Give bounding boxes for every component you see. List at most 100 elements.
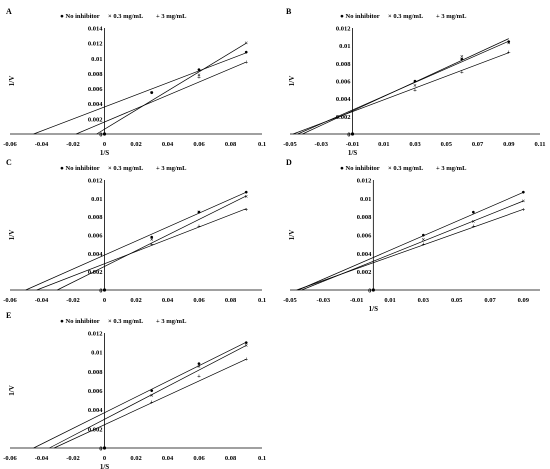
- y-tick-label: 0.008: [88, 214, 103, 221]
- data-point: +: [244, 356, 248, 363]
- data-point: ●: [460, 56, 464, 63]
- data-point: ×: [507, 40, 511, 47]
- panel-b: B ● No inhibitor × 0.3 mg/mL + 3 mg/mL -0.05…: [283, 7, 545, 157]
- legend-entry: + 3 mg/mL: [156, 165, 187, 172]
- legend-entry: + 3 mg/mL: [436, 165, 467, 172]
- data-point: ×: [244, 342, 248, 349]
- x-tick-label: 0.06: [193, 297, 205, 304]
- x-tick-label: 0: [103, 297, 106, 304]
- x-tick-label: -0.04: [35, 297, 49, 304]
- x-tick-label: -0.05: [283, 297, 297, 304]
- y-tick-label: 0.006: [336, 79, 351, 86]
- series-line: [96, 42, 247, 135]
- y-tick-label: 0.008: [88, 369, 103, 376]
- data-point: +: [197, 223, 201, 230]
- y-axis-label: 1/V: [8, 76, 16, 87]
- y-tick-label: 0: [99, 446, 102, 453]
- data-point: ●: [150, 89, 154, 96]
- origin-dot: [102, 288, 107, 292]
- data-point: ●: [150, 234, 154, 241]
- y-tick-label: 0: [347, 132, 350, 139]
- data-point: ×: [150, 392, 154, 399]
- y-tick-label: 0.006: [88, 86, 103, 93]
- data-point: ●: [197, 67, 201, 74]
- data-point: ×: [150, 89, 154, 96]
- data-point: ×: [244, 40, 248, 47]
- x-axis-label: 1/S: [348, 149, 357, 157]
- y-tick-label: 0.012: [357, 178, 372, 185]
- x-tick-label: 0.01: [384, 297, 395, 304]
- series-line: [302, 38, 509, 135]
- x-tick-label: 0: [103, 141, 106, 148]
- data-point: +: [197, 373, 201, 380]
- y-tick-label: 0.014: [88, 26, 103, 33]
- y-tick-label: 0.008: [88, 71, 103, 78]
- legend-entry: × 0.3 mg/mL: [388, 165, 424, 172]
- data-point: +: [244, 206, 248, 213]
- y-tick-label: 0.006: [88, 388, 103, 395]
- x-tick-label: 0.08: [225, 141, 237, 148]
- series-line: [76, 61, 247, 135]
- x-axis-label: 1/S: [100, 149, 109, 157]
- data-point: ●: [507, 38, 511, 45]
- series-line: [293, 52, 509, 135]
- legend-entry: + 3 mg/mL: [156, 318, 187, 325]
- series-line: [33, 52, 247, 135]
- y-tick-label: 0.012: [336, 26, 351, 33]
- x-tick-label: -0.03: [317, 297, 331, 304]
- data-point: +: [460, 69, 464, 76]
- panel-c: C ● No inhibitor × 0.3 mg/mL + 3 mg/mL -0.06…: [3, 158, 266, 304]
- data-point: +: [150, 399, 154, 406]
- legend-entry: + 3 mg/mL: [436, 13, 467, 20]
- panel-letter: C: [6, 158, 12, 167]
- origin-dot: [350, 132, 355, 136]
- legend-entry: × 0.3 mg/mL: [108, 13, 144, 20]
- data-point: +: [197, 74, 201, 81]
- y-tick-label: 0.002: [336, 114, 351, 121]
- x-tick-label: 0.06: [193, 141, 205, 148]
- data-point: ●: [521, 189, 525, 196]
- data-point: ×: [197, 72, 201, 79]
- legend-entry: ● No inhibitor: [340, 165, 380, 172]
- y-tick-label: 0.006: [357, 233, 372, 240]
- x-tick-label: 0.07: [472, 141, 484, 148]
- y-tick-label: 0.012: [88, 178, 103, 185]
- panel-letter: E: [6, 311, 11, 320]
- y-tick-label: 0.002: [88, 116, 103, 123]
- data-point: ●: [421, 232, 425, 239]
- series-line: [36, 208, 247, 291]
- origin-dot: [371, 288, 375, 292]
- data-point: ×: [413, 82, 417, 89]
- x-tick-label: 0.09: [518, 297, 530, 304]
- data-point: ●: [244, 340, 248, 347]
- legend-entry: + 3 mg/mL: [156, 13, 187, 20]
- series-line: [25, 191, 247, 291]
- x-tick-label: 0.07: [484, 297, 496, 304]
- data-point: +: [421, 241, 425, 248]
- x-tick-label: 0.1: [258, 297, 266, 304]
- x-tick-label: 0.06: [193, 455, 205, 462]
- x-tick-label: 0.08: [225, 455, 237, 462]
- x-tick-label: 0.03: [409, 141, 421, 148]
- panel-letter: D: [286, 158, 292, 167]
- data-point: ●: [244, 49, 248, 56]
- y-tick-label: 0.006: [88, 233, 103, 240]
- origin-dot: [102, 132, 107, 136]
- y-tick-label: 0: [368, 288, 371, 295]
- y-tick-label: 0.004: [88, 407, 103, 414]
- y-tick-label: 0.012: [88, 331, 103, 338]
- x-tick-label: 0.02: [130, 141, 141, 148]
- data-point: ×: [521, 198, 525, 205]
- data-point: ×: [421, 237, 425, 244]
- data-point: +: [244, 59, 248, 66]
- panel-a: A ● No inhibitor × 0.3 mg/mL + 3 mg/mL -0.06…: [3, 7, 266, 157]
- y-tick-label: 0.01: [91, 350, 102, 357]
- legend-entry: × 0.3 mg/mL: [108, 318, 144, 325]
- x-tick-label: -0.03: [314, 141, 328, 148]
- y-tick-label: 0.01: [339, 43, 350, 50]
- y-tick-label: 0.004: [357, 251, 372, 258]
- data-point: +: [413, 87, 417, 94]
- data-point: ●: [150, 388, 154, 395]
- data-point: +: [150, 241, 154, 248]
